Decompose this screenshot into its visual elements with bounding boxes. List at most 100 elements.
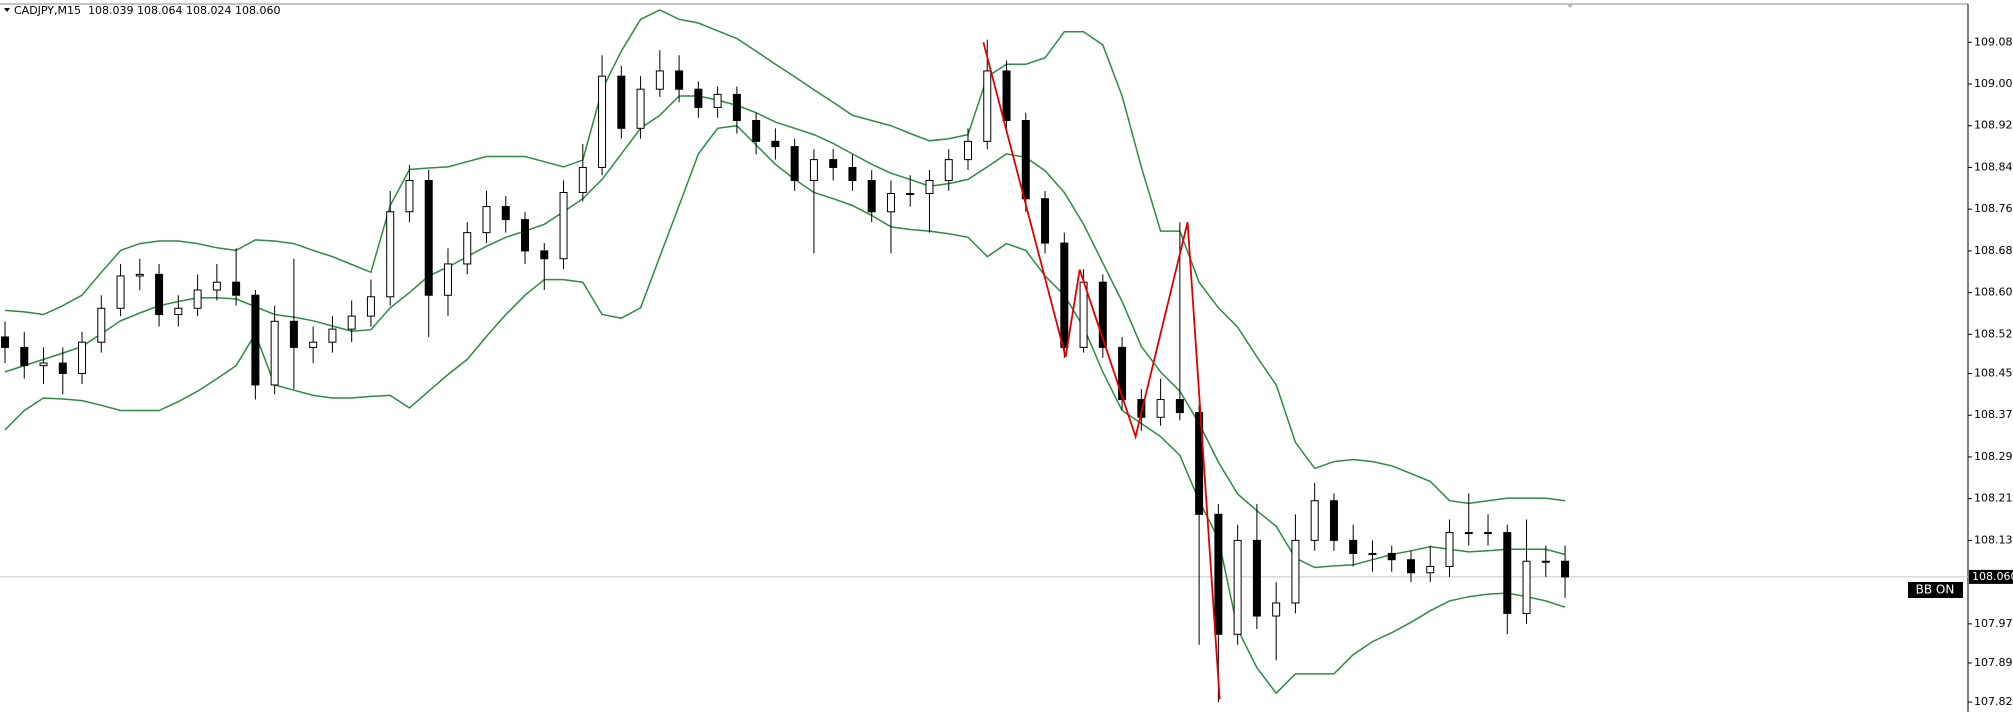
candle [964, 128, 972, 171]
candle-body [328, 328, 337, 343]
y-tick-label: 109.085 [1974, 35, 2013, 48]
candle [1291, 514, 1300, 614]
candle-body [1426, 565, 1435, 574]
candle-body [1464, 532, 1473, 535]
y-tick-label: 108.525 [1974, 327, 2013, 340]
candle [809, 149, 818, 254]
candle [1484, 514, 1493, 546]
candle-body [1214, 513, 1223, 635]
y-tick-label: 108.845 [1974, 160, 2013, 173]
candle [655, 50, 664, 98]
candle-body [1406, 559, 1415, 574]
symbol-label: CADJPY,M15 [14, 4, 81, 17]
candle [578, 143, 587, 202]
candle [732, 86, 741, 134]
candle-body [675, 70, 684, 90]
candle [386, 190, 395, 306]
candle [116, 263, 125, 317]
candle [694, 81, 703, 118]
candle [867, 170, 876, 223]
candle [1445, 519, 1454, 577]
candle-body [983, 70, 992, 142]
candle-body [1118, 346, 1127, 401]
bollinger-band [4, 9, 1566, 505]
candle [1310, 483, 1319, 551]
candle [193, 274, 202, 317]
candle [1002, 60, 1011, 129]
candle [1387, 545, 1396, 572]
candle-body [1060, 242, 1069, 348]
indicator-box [1908, 582, 1963, 598]
candle-body [578, 166, 587, 193]
candle [1272, 582, 1281, 661]
y-tick-label: 109.005 [1974, 77, 2013, 90]
candle [1426, 545, 1435, 583]
candle [636, 76, 645, 139]
candle-body [1503, 532, 1512, 614]
price-tag-bg [1969, 569, 2013, 584]
candle-body [752, 119, 761, 142]
candle [1060, 232, 1069, 358]
candle-body [521, 219, 530, 252]
candle [212, 263, 221, 301]
candle [790, 138, 799, 191]
candle-body [1002, 70, 1011, 121]
candle [309, 326, 318, 364]
bollinger-band [4, 124, 1566, 695]
candle-body [212, 281, 221, 291]
candle-body [1522, 560, 1531, 614]
candle [366, 279, 375, 327]
candle-body [732, 93, 741, 121]
candle-body [1387, 552, 1396, 561]
candle-body [636, 88, 645, 129]
candle-body [848, 166, 857, 181]
candle [540, 243, 549, 291]
candle [598, 55, 607, 176]
candle [1522, 519, 1531, 624]
candle [1156, 378, 1165, 426]
candle-body [78, 341, 87, 374]
candle-body [1329, 500, 1338, 541]
indicator-label: BB ON [1916, 583, 1955, 597]
candle-body [289, 320, 298, 348]
candle-body [386, 211, 395, 298]
y-tick-label: 108.290 [1974, 450, 2013, 463]
candle-body [944, 159, 953, 181]
candle [521, 211, 530, 264]
candle-body [1445, 532, 1454, 567]
y-tick-label: 108.765 [1974, 202, 2013, 215]
candle [906, 175, 915, 207]
candle-body [713, 93, 722, 108]
candle-body [1195, 412, 1204, 515]
candle-body [1041, 198, 1050, 244]
ohlc-label: 108.039 108.064 108.024 108.060 [88, 4, 280, 17]
candle [270, 305, 279, 395]
candle [1329, 493, 1338, 551]
candle-body [829, 159, 838, 168]
candle [1252, 503, 1261, 630]
y-tick-label: 108.130 [1974, 533, 2013, 546]
candle [771, 128, 780, 160]
candle [925, 170, 934, 233]
candle-body [867, 179, 876, 213]
candle-body [482, 206, 491, 234]
candle-body [1, 336, 9, 348]
candle-body [1291, 539, 1300, 604]
candle-body [1137, 399, 1146, 418]
candle [155, 263, 164, 327]
candle [482, 190, 491, 244]
candle-body [598, 75, 607, 168]
candle-body [617, 75, 626, 129]
candle-body [232, 281, 241, 296]
candle-body [58, 362, 67, 374]
candle [405, 164, 414, 223]
candle [97, 295, 106, 353]
candle-body [809, 159, 818, 181]
candle [944, 149, 953, 191]
candle [1349, 524, 1358, 567]
y-tick-label: 108.925 [1974, 119, 2013, 132]
candle [1406, 550, 1415, 583]
candle [174, 295, 183, 327]
y-tick-label: 108.210 [1974, 492, 2013, 505]
